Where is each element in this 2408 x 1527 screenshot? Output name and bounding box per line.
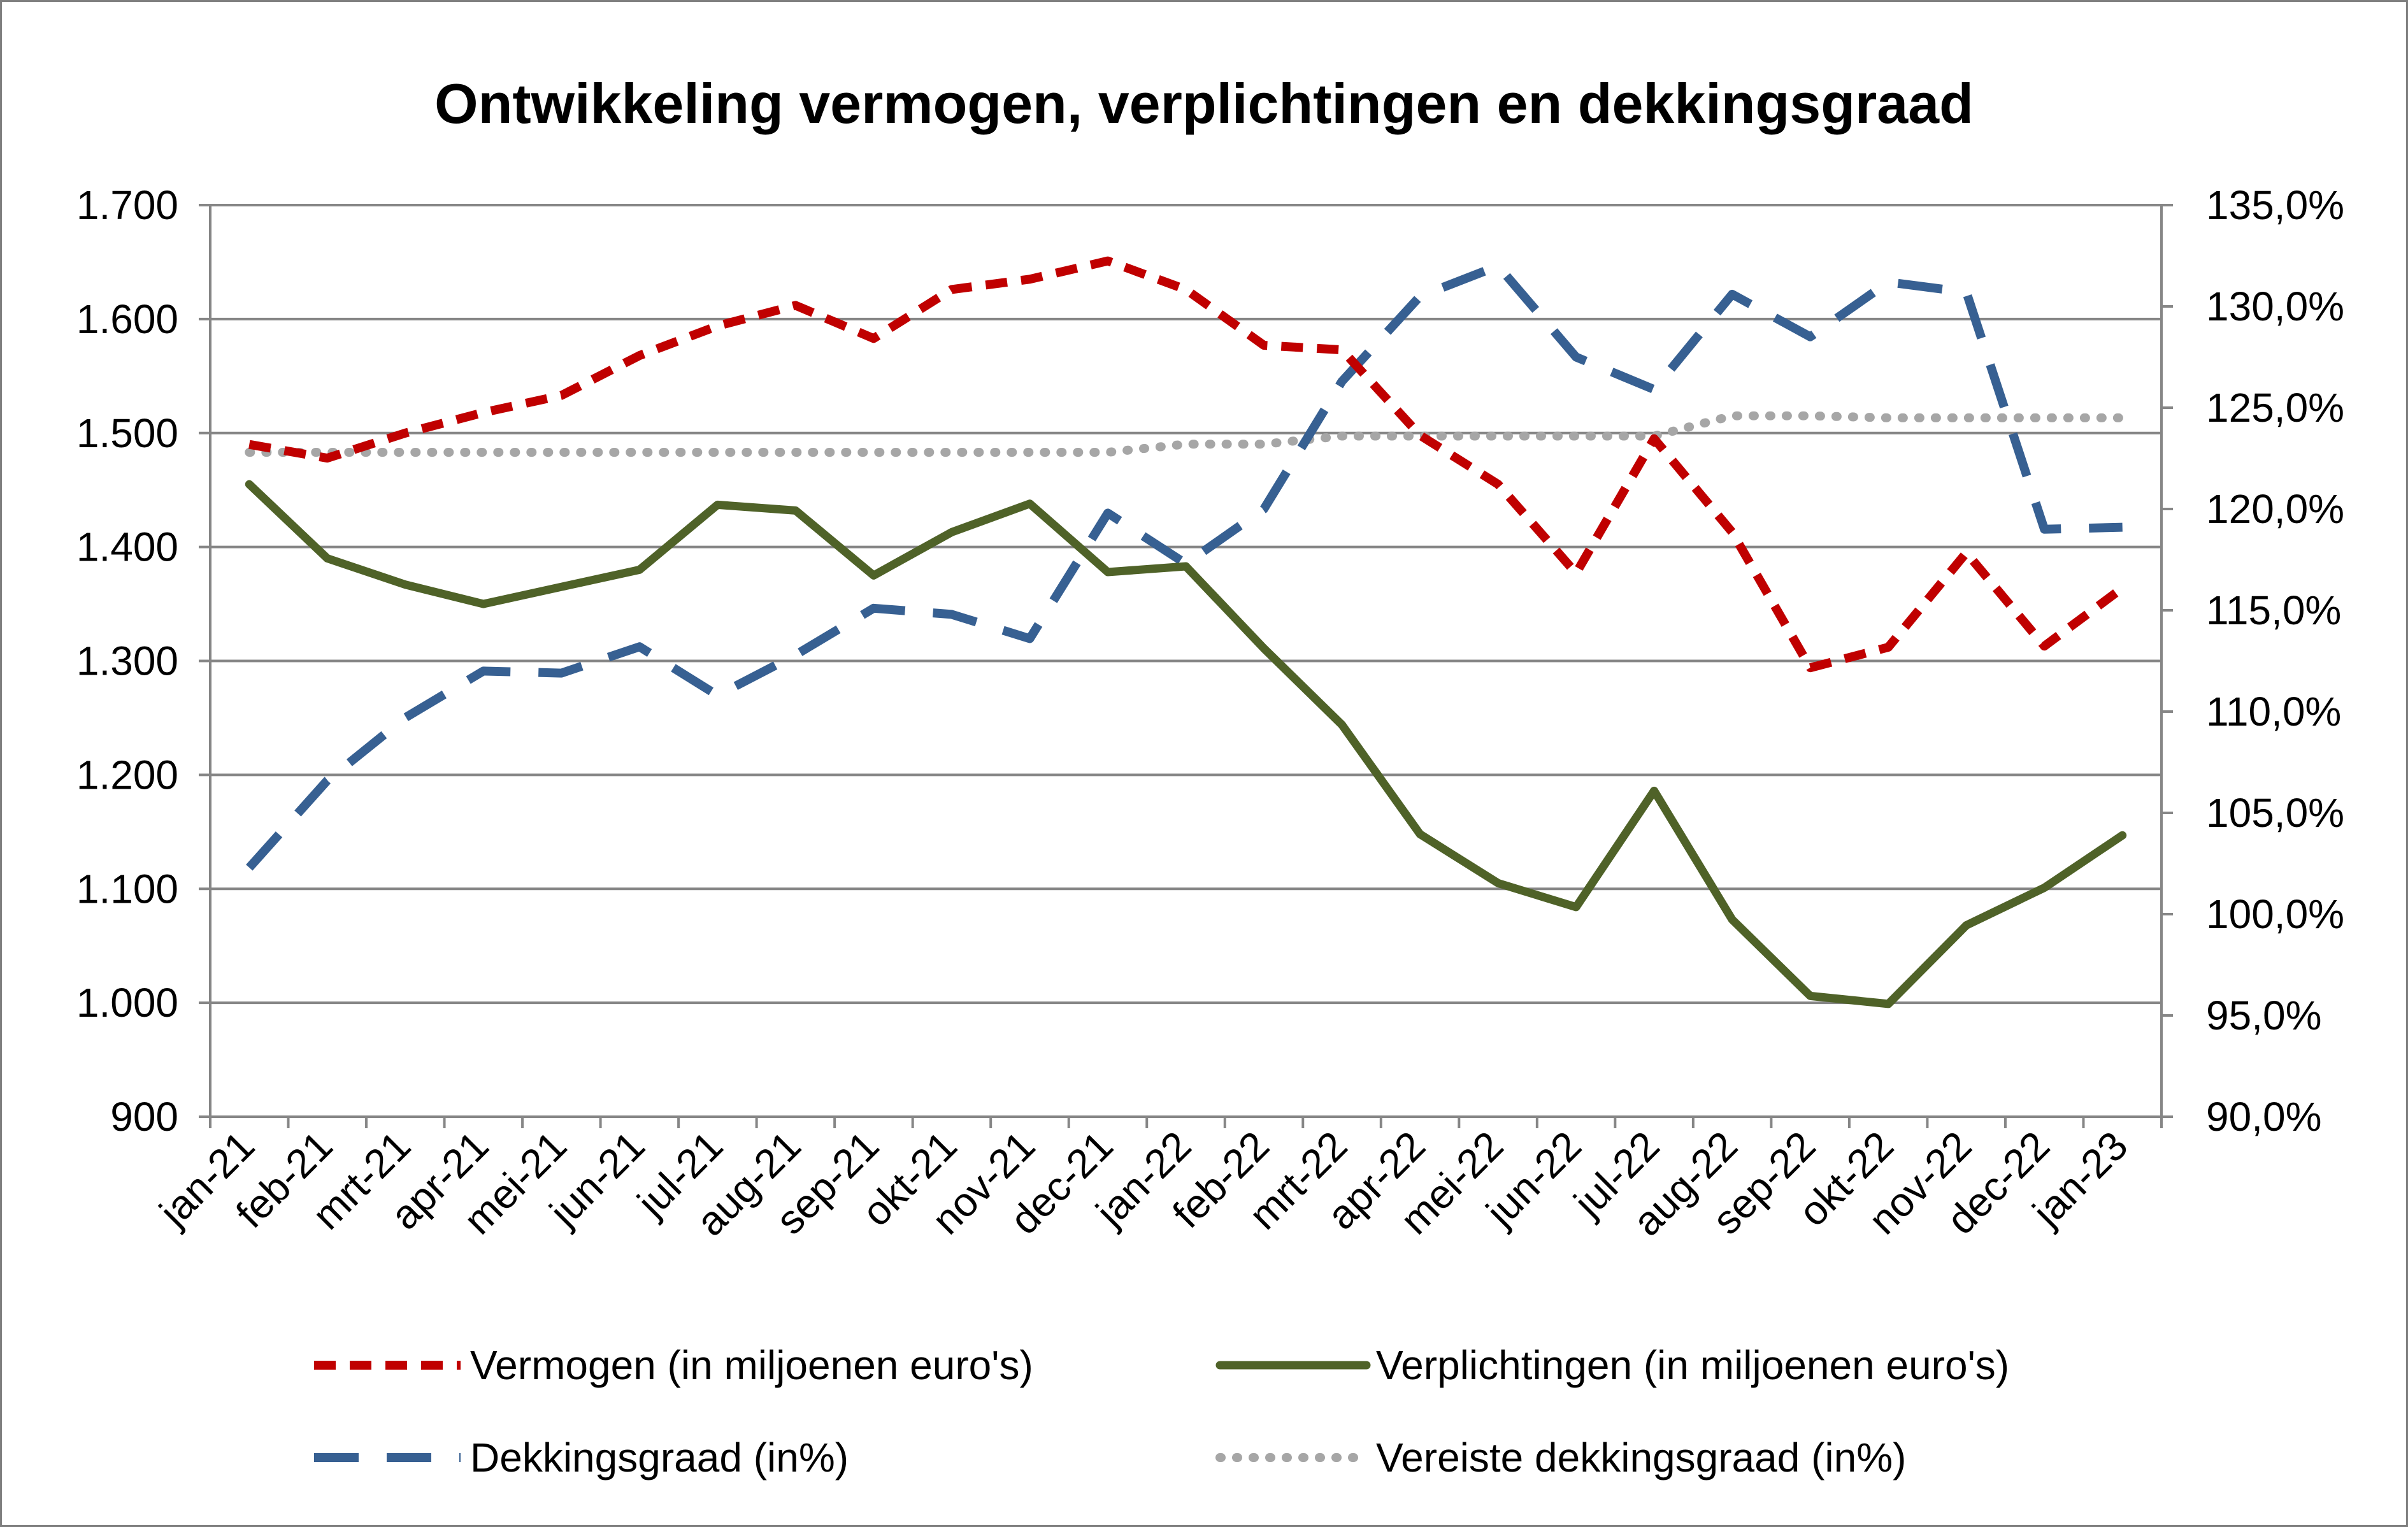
y2-tick-label: 100,0% <box>2206 891 2344 937</box>
y-tick-label: 1.500 <box>76 410 178 456</box>
y2-tick-label: 135,0% <box>2206 182 2344 228</box>
chart-title: Ontwikkeling vermogen, verplichtingen en… <box>434 72 1974 135</box>
legend-label: Vermogen (in miljoenen euro's) <box>470 1342 1033 1388</box>
y2-tick-label: 90,0% <box>2206 1094 2321 1140</box>
series-line-1 <box>245 480 2127 1008</box>
series-line-0 <box>248 256 2125 673</box>
y2-tick-label: 115,0% <box>2206 587 2341 633</box>
y2-tick-label: 95,0% <box>2206 993 2321 1038</box>
legend: Vermogen (in miljoenen euro's) Verplichti… <box>314 1342 2009 1480</box>
y2-tick-label: 130,0% <box>2206 283 2344 329</box>
y-tick-label: 900 <box>110 1094 178 1140</box>
legend-label: Verplichtingen (in miljoenen euro's) <box>1376 1342 2009 1388</box>
gridlines <box>210 204 2161 1005</box>
y-tick-label: 1.300 <box>76 638 178 684</box>
series-lines <box>245 256 2127 1008</box>
y2-tick-label: 110,0% <box>2206 689 2341 735</box>
legend-label: Vereiste dekkingsgraad (in%) <box>1376 1435 1906 1480</box>
y-tick-label: 1.600 <box>76 296 178 342</box>
legend-label: Dekkingsgraad (in%) <box>470 1435 849 1480</box>
y2-tick-label: 105,0% <box>2206 790 2344 836</box>
y-axis-left-ticks: 900 1.000 1.100 1.200 1.300 1.400 1.500 1.600 1.… <box>76 182 210 1140</box>
y-tick-label: 1.700 <box>76 182 178 228</box>
x-axis-ticks: jan-21feb-21mrt-21apr-21mei-21jun-21jul-… <box>150 1117 2163 1245</box>
y-tick-label: 1.200 <box>76 752 178 798</box>
y-axis-right-ticks: 90,0% 95,0% 100,0% 105,0% 110,0% 115,0% 120,0%… <box>2161 182 2344 1140</box>
series-line-2 <box>246 261 2123 871</box>
series-line-3 <box>245 411 2127 457</box>
y2-tick-label: 125,0% <box>2206 385 2344 431</box>
y2-tick-label: 120,0% <box>2206 486 2344 532</box>
y-tick-label: 1.000 <box>76 980 178 1026</box>
y-tick-label: 1.100 <box>76 866 178 912</box>
y-tick-label: 1.400 <box>76 524 178 570</box>
